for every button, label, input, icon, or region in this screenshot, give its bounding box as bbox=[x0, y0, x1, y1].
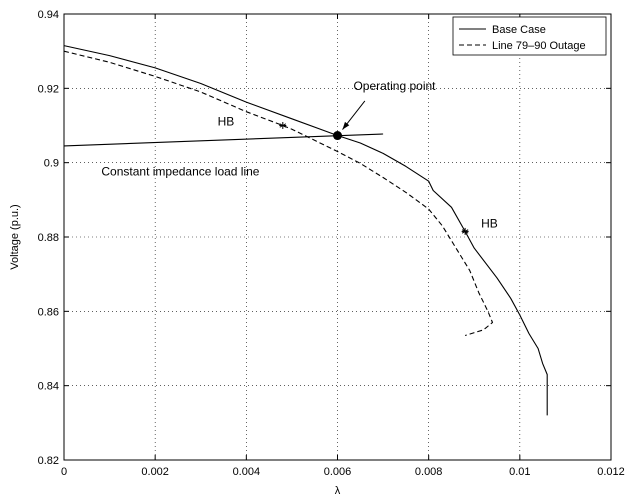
y-tick-label: 0.94 bbox=[38, 9, 59, 21]
y-tick-label: 0.92 bbox=[38, 83, 59, 95]
x-tick-label: 0.006 bbox=[324, 466, 352, 478]
hb-marker bbox=[461, 227, 469, 235]
series-line-1 bbox=[63, 50, 494, 337]
series-layer bbox=[63, 45, 548, 416]
annotation-label: HB bbox=[481, 217, 498, 231]
legend-label-outage: Line 79–90 Outage bbox=[492, 40, 586, 52]
annotation-label: HB bbox=[218, 115, 235, 129]
series-line-2 bbox=[63, 133, 384, 147]
y-tick-label: 0.86 bbox=[38, 306, 59, 318]
hb-marker-stroke bbox=[461, 229, 469, 234]
x-tick-label: 0.01 bbox=[509, 466, 530, 478]
x-tick-label: 0 bbox=[61, 466, 67, 478]
x-tick-label: 0.002 bbox=[141, 466, 169, 478]
x-tick-label: 0.004 bbox=[233, 466, 261, 478]
y-tick-label: 0.9 bbox=[44, 158, 59, 170]
annotations: Operating point HB HB Constant impedance lo… bbox=[101, 79, 497, 231]
grid bbox=[64, 14, 611, 460]
operating-point-marker bbox=[333, 131, 342, 141]
series-line-0 bbox=[63, 45, 548, 416]
axis-ticks: 0 0.002 0.004 0.006 0.008 0.01 0.012 0.82 0.84 0.… bbox=[38, 9, 625, 478]
legend-box bbox=[452, 16, 607, 56]
x-axis-label: λ bbox=[335, 485, 341, 497]
operating-point-arrow-head bbox=[342, 121, 350, 130]
legend: Base Case Line 79–90 Outage bbox=[452, 16, 607, 56]
hb-marker-stroke bbox=[279, 123, 287, 128]
annotation-label: Constant impedance load line bbox=[101, 165, 259, 179]
hb-marker bbox=[279, 122, 287, 129]
annotation-label: Operating point bbox=[353, 79, 436, 93]
legend-label-base-case: Base Case bbox=[492, 24, 546, 36]
x-tick-label: 0.012 bbox=[597, 466, 625, 478]
marker-layer bbox=[279, 122, 469, 235]
y-axis-label: Voltage (p.u.) bbox=[9, 204, 21, 269]
y-tick-label: 0.84 bbox=[38, 381, 59, 393]
x-tick-label: 0.008 bbox=[415, 466, 443, 478]
y-tick-label: 0.88 bbox=[38, 232, 59, 244]
y-tick-label: 0.82 bbox=[38, 455, 59, 467]
